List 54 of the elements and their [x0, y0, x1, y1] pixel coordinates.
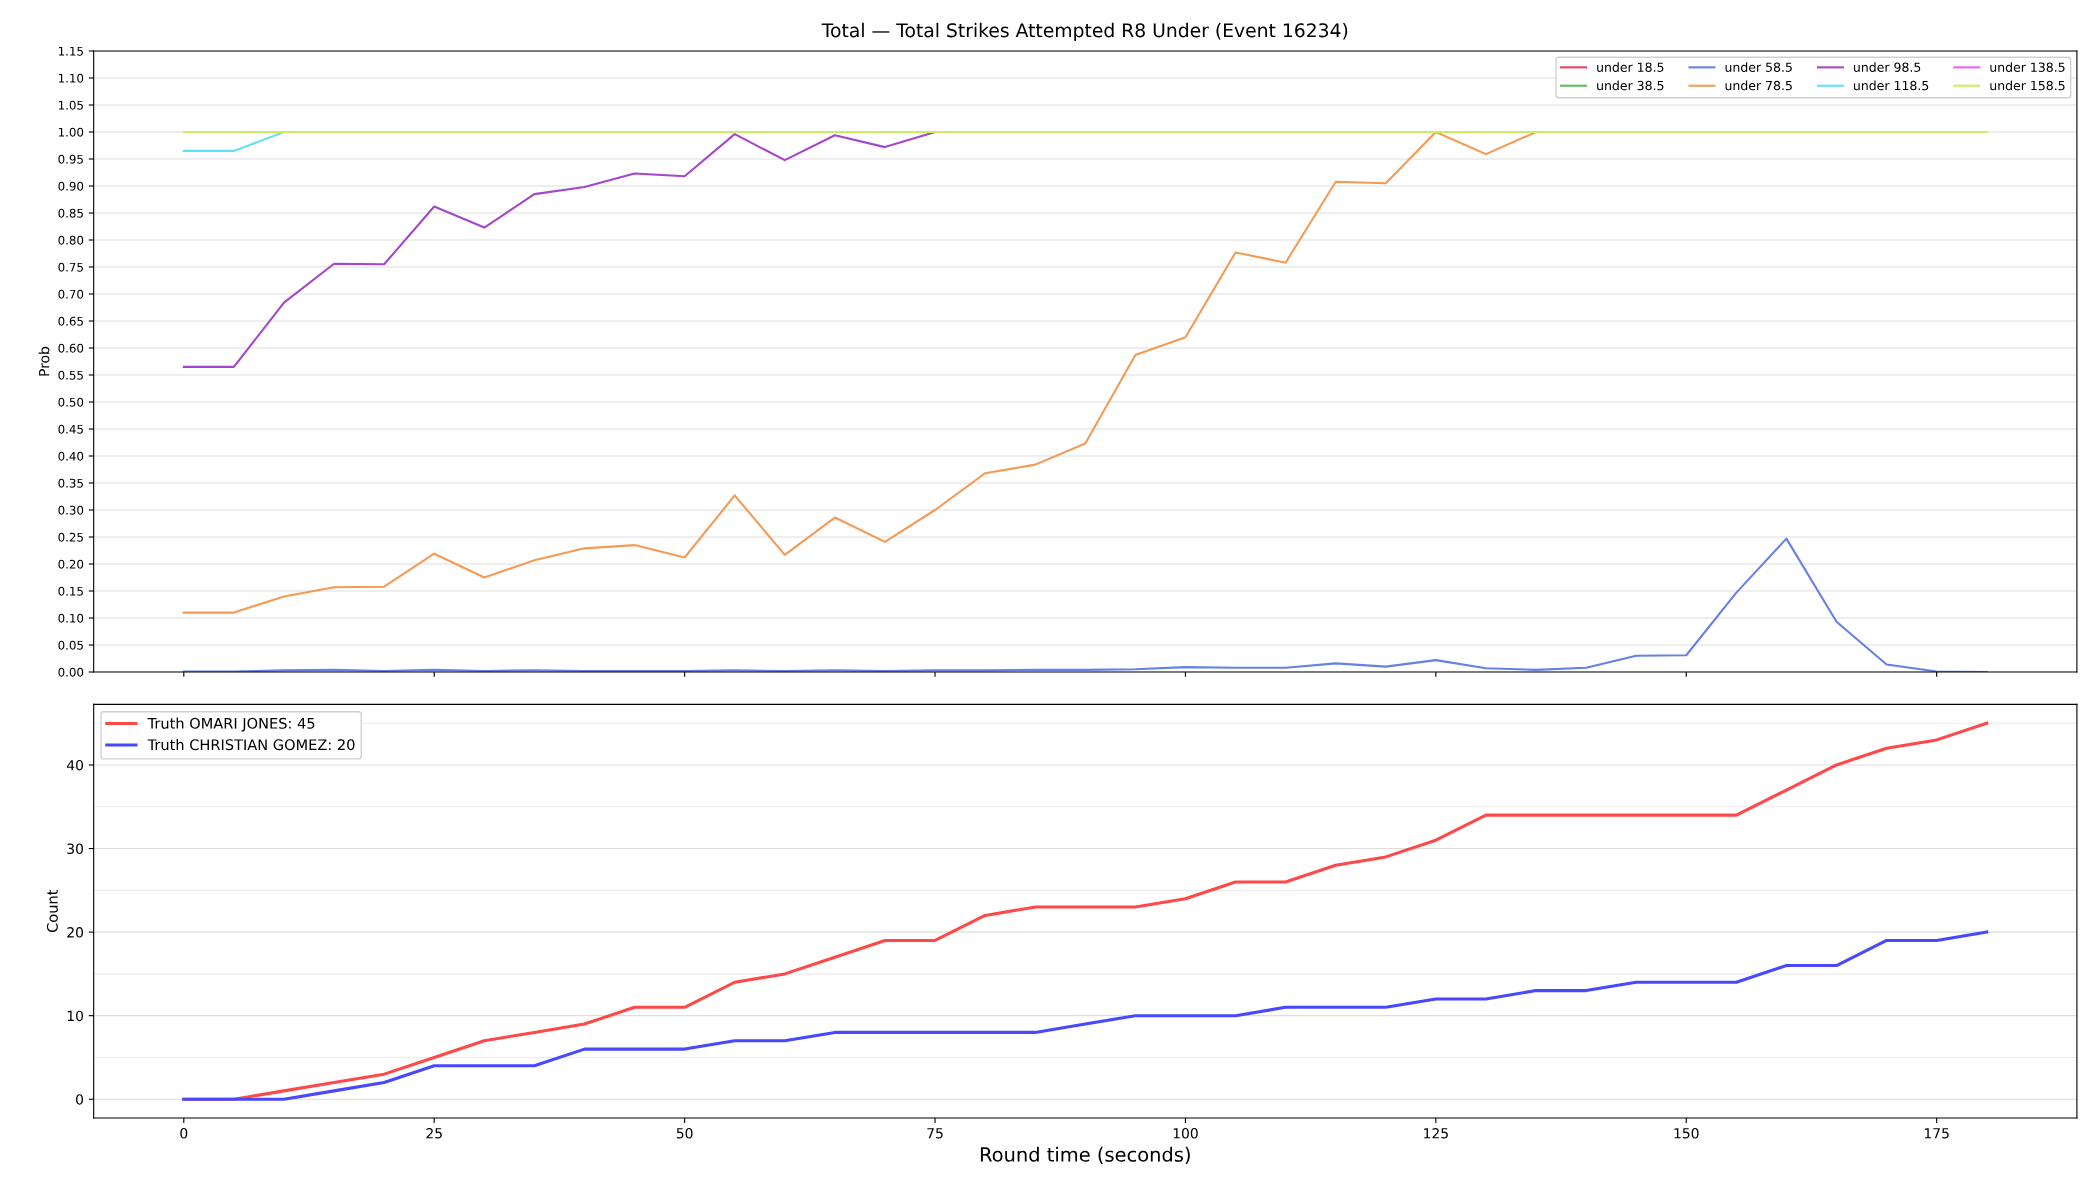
x-tick-label: 0: [180, 1128, 188, 1139]
y-tick-label: 0.55: [58, 370, 83, 380]
y-tick-label: 0.30: [58, 505, 84, 515]
y-tick-label: 0.95: [58, 154, 83, 164]
legend-label: Truth OMARI JONES: 45: [147, 717, 315, 732]
y-axis-title: Count: [46, 889, 58, 933]
y-tick-label: 0.60: [58, 343, 84, 353]
legend-label: under 138.5: [1990, 62, 2065, 72]
line-series: [182, 930, 1989, 1101]
y-tick-label: 0.00: [58, 667, 84, 677]
y-tick-label: 1.05: [58, 100, 83, 110]
x-tick-label: 25: [426, 1128, 442, 1139]
legend-label: under 78.5: [1725, 80, 1792, 91]
y-tick-label: 0.65: [58, 316, 83, 326]
y-tick-label: 40: [66, 759, 84, 771]
y-tick-label: 0.50: [58, 397, 84, 407]
y-tick-label: 0.85: [58, 208, 83, 218]
y-tick-label: 1.10: [58, 73, 84, 83]
y-tick-label: 1.00: [58, 127, 84, 137]
legend-label: under 38.5: [1597, 80, 1664, 91]
y-tick-label: 10: [67, 1010, 84, 1022]
y-tick-label: 0.45: [58, 424, 83, 434]
y-tick-label: 0.10: [58, 613, 84, 623]
x-tick-label: 100: [1173, 1128, 1198, 1139]
x-tick-label: 75: [927, 1128, 943, 1139]
legend-label: Truth CHRISTIAN GOMEZ: 20: [147, 738, 355, 751]
y-tick-label: 0.70: [58, 289, 84, 299]
y-axis-title: Prob: [38, 346, 50, 376]
x-tick-label: 175: [1924, 1128, 1949, 1139]
y-tick-label: 30: [67, 843, 84, 855]
y-tick-label: 0.40: [58, 451, 84, 461]
y-tick-label: 0.20: [58, 559, 84, 569]
legend-label: under 98.5: [1853, 62, 1921, 72]
legend-label: under 158.5: [1990, 80, 2065, 91]
y-tick-label: 0.90: [58, 181, 84, 191]
line-series: [182, 130, 1538, 614]
legend-label: under 18.5: [1597, 62, 1664, 72]
y-tick-label: 0.35: [58, 478, 83, 488]
y-tick-label: 0.05: [58, 640, 83, 650]
y-tick-label: 0.15: [58, 586, 83, 596]
x-tick-label: 150: [1674, 1128, 1699, 1139]
y-tick-label: 0: [76, 1094, 84, 1105]
y-tick-label: 20: [67, 927, 84, 938]
x-tick-label: 50: [676, 1128, 693, 1139]
line-series: [182, 130, 937, 368]
y-tick-label: 0.80: [58, 235, 84, 245]
y-tick-label: 1.15: [58, 46, 83, 56]
legend-label: under 58.5: [1725, 62, 1792, 72]
x-tick-label: 125: [1424, 1128, 1448, 1139]
y-tick-label: 0.75: [58, 262, 83, 272]
x-axis-title: Round time (seconds): [980, 1146, 1190, 1165]
y-tick-label: 0.25: [58, 532, 83, 542]
chart-title: Total — Total Strikes Attempted R8 Under (Event 16234): [821, 22, 1348, 42]
legend-label: under 118.5: [1853, 80, 1929, 91]
